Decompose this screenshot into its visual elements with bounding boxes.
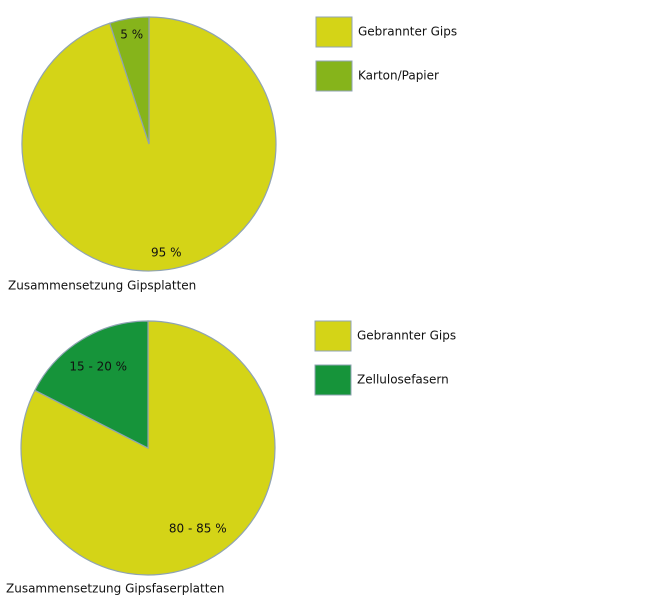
legend-label: Gebrannter Gips [358, 25, 457, 39]
slice-label: 95 % [151, 246, 182, 260]
legend-label: Zellulosefasern [357, 373, 449, 387]
pie-slice [34, 320, 149, 449]
chart-title: Zusammensetzung Gipsfaserplatten [6, 582, 224, 596]
legend-swatch [315, 60, 353, 92]
legend-swatch [314, 364, 352, 396]
legend-swatch [315, 16, 353, 48]
slice-label: 15 - 20 % [69, 359, 127, 373]
legend-label: Gebrannter Gips [357, 329, 456, 343]
legend-swatch [314, 320, 352, 352]
slice-label: 80 - 85 % [169, 522, 227, 536]
chart-title: Zusammensetzung Gipsplatten [8, 279, 196, 293]
legend-label: Karton/Papier [358, 69, 439, 83]
pie-slice [108, 16, 150, 145]
slice-label: 5 % [120, 27, 143, 41]
